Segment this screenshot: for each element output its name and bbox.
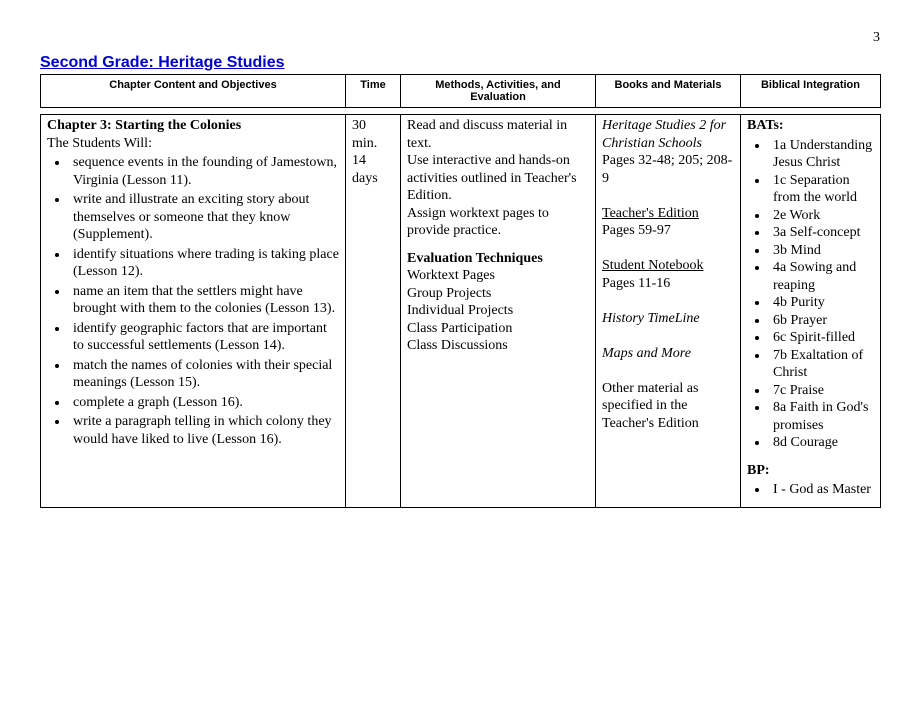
eval-item: Class Discussions xyxy=(407,338,508,353)
cell-methods: Read and discuss material in text. Use i… xyxy=(401,115,596,508)
book-title: Heritage Studies 2 for Christian Schools xyxy=(602,118,726,151)
cell-biblical: BATs: 1a Understanding Jesus Christ 1c S… xyxy=(741,115,881,508)
bats-item: 3b Mind xyxy=(769,242,874,260)
book-title: Teacher's Edition xyxy=(602,206,699,221)
header-row: Chapter Content and Objectives Time Meth… xyxy=(41,75,881,108)
cell-books: Heritage Studies 2 for Christian Schools… xyxy=(596,115,741,508)
bats-item: 8a Faith in God's promises xyxy=(769,399,874,434)
bats-item: 6c Spirit-filled xyxy=(769,329,874,347)
objective-item: identify geographic factors that are imp… xyxy=(69,320,339,355)
page-title: Second Grade: Heritage Studies xyxy=(40,54,880,72)
bats-item: 1c Separation from the world xyxy=(769,172,874,207)
bats-item: 7b Exaltation of Christ xyxy=(769,347,874,382)
methods-p2: Use interactive and hands-on activities … xyxy=(407,153,577,203)
book-title: Maps and More xyxy=(602,346,691,361)
eval-item: Class Participation xyxy=(407,321,512,336)
bats-item: 4a Sowing and reaping xyxy=(769,259,874,294)
bats-item: 7c Praise xyxy=(769,382,874,400)
header-content: Chapter Content and Objectives xyxy=(41,75,346,108)
bats-item: 6b Prayer xyxy=(769,312,874,330)
header-books: Books and Materials xyxy=(596,75,741,108)
header-methods: Methods, Activities, and Evaluation xyxy=(401,75,596,108)
bats-item: 4b Purity xyxy=(769,294,874,312)
book-other: Other material as specified in the Teach… xyxy=(602,381,699,431)
objective-item: match the names of colonies with their s… xyxy=(69,357,339,392)
eval-item: Worktext Pages xyxy=(407,268,495,283)
time-days: 14 days xyxy=(352,153,378,186)
chapter-intro: The Students Will: xyxy=(47,136,152,151)
bp-list: I - God as Master xyxy=(747,481,874,499)
bats-item: 3a Self-concept xyxy=(769,224,874,242)
bp-label: BP: xyxy=(747,463,770,478)
bats-item: 8d Courage xyxy=(769,434,874,452)
eval-heading: Evaluation Techniques xyxy=(407,250,589,268)
chapter-title: Chapter 3: Starting the Colonies xyxy=(47,118,241,133)
objectives-list: sequence events in the founding of James… xyxy=(47,154,339,448)
book-title: Student Notebook xyxy=(602,258,704,273)
objective-item: write a paragraph telling in which colon… xyxy=(69,413,339,448)
objective-item: complete a graph (Lesson 16). xyxy=(69,394,339,412)
methods-p3: Assign worktext pages to provide practic… xyxy=(407,206,549,239)
eval-item: Group Projects xyxy=(407,286,491,301)
content-row: Chapter 3: Starting the Colonies The Stu… xyxy=(41,115,881,508)
objective-item: name an item that the settlers might hav… xyxy=(69,283,339,318)
methods-p1: Read and discuss material in text. xyxy=(407,118,567,151)
book-pages: Pages 11-16 xyxy=(602,276,670,291)
book-pages: Pages 59-97 xyxy=(602,223,671,238)
book-title: History TimeLine xyxy=(602,311,700,326)
bats-item: 1a Understanding Jesus Christ xyxy=(769,137,874,172)
bp-item: I - God as Master xyxy=(769,481,874,499)
content-table: Chapter 3: Starting the Colonies The Stu… xyxy=(40,114,881,508)
header-table: Chapter Content and Objectives Time Meth… xyxy=(40,74,881,108)
bats-list: 1a Understanding Jesus Christ 1c Separat… xyxy=(747,137,874,452)
time-duration: 30 min. xyxy=(352,118,377,151)
objective-item: write and illustrate an exciting story a… xyxy=(69,191,339,244)
header-biblical: Biblical Integration xyxy=(741,75,881,108)
bats-item: 2e Work xyxy=(769,207,874,225)
eval-item: Individual Projects xyxy=(407,303,513,318)
book-pages: Pages 32-48; 205; 208-9 xyxy=(602,153,732,186)
bats-label: BATs: xyxy=(747,118,784,133)
objective-item: sequence events in the founding of James… xyxy=(69,154,339,189)
objective-item: identify situations where trading is tak… xyxy=(69,246,339,281)
cell-time: 30 min. 14 days xyxy=(346,115,401,508)
cell-content: Chapter 3: Starting the Colonies The Stu… xyxy=(41,115,346,508)
header-time: Time xyxy=(346,75,401,108)
page-number: 3 xyxy=(40,30,880,46)
